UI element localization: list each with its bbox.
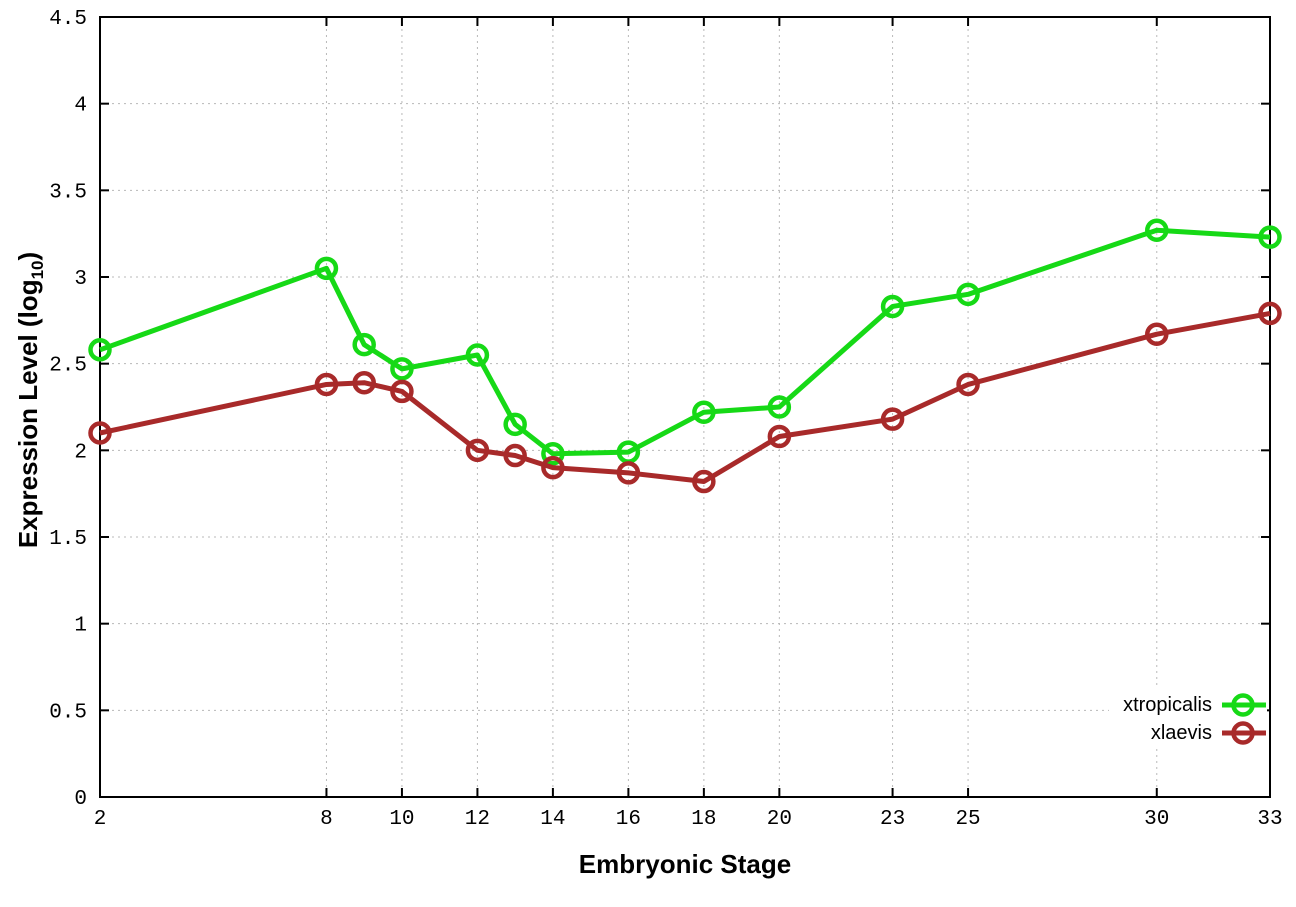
series-xlaevis-point (1258, 301, 1282, 326)
series-xlaevis-point (314, 372, 339, 397)
y-axis-title: Expression Level (log10) (13, 15, 48, 785)
y-tick-label: 2 (74, 441, 87, 464)
series-xlaevis-line (99, 310, 1271, 485)
x-tick-label: 25 (955, 808, 980, 831)
series-xtropicalis-point (352, 332, 376, 357)
series-xlaevis-point (503, 443, 527, 468)
x-tick-label: 16 (616, 808, 641, 831)
x-tick-label: 10 (389, 808, 414, 831)
x-tick-label: 2 (94, 808, 107, 831)
y-tick-label: 0 (74, 788, 87, 811)
series-xlaevis-point (880, 407, 905, 431)
legend-marker-xtropicalis-icon (1222, 693, 1266, 717)
series-xtropicalis-point (390, 357, 414, 381)
x-tick-label: 33 (1257, 808, 1282, 831)
series-xtropicalis-point (314, 256, 339, 281)
series-xlaevis-point (465, 438, 490, 463)
series-xtropicalis-point (767, 395, 792, 419)
x-tick-label: 23 (880, 808, 905, 831)
legend-item-xlaevis: xlaevis (1123, 719, 1267, 747)
series-xtropicalis-point (541, 442, 565, 466)
y-tick-label: 3 (74, 268, 87, 291)
y-tick-label: 3.5 (49, 181, 87, 204)
legend-label-xtropicalis: xtropicalis (1123, 694, 1212, 716)
plot-border (99, 16, 1271, 798)
x-tick-label: 30 (1144, 808, 1169, 831)
series-xlaevis-point (541, 455, 565, 480)
y-axis-title-suffix: ) (13, 251, 43, 261)
legend: xtropicalis xlaevis (1109, 689, 1267, 749)
y-tick-label: 4 (74, 95, 87, 118)
legend-item-xtropicalis: xtropicalis (1123, 691, 1267, 719)
series-xtropicalis-point (880, 294, 905, 319)
series-xlaevis-point (616, 461, 641, 485)
series-xlaevis-point (390, 379, 414, 404)
series-xlaevis-point (88, 421, 112, 445)
x-tick-label: 20 (767, 808, 792, 831)
series-xtropicalis-point (692, 400, 716, 424)
series-xtropicalis-point (956, 282, 980, 307)
series-xtropicalis-point (88, 338, 112, 362)
y-tick-label: 2.5 (49, 355, 87, 378)
x-tick-label: 18 (691, 808, 716, 831)
series-xlaevis-point (1145, 322, 1169, 346)
series-xlaevis-point (692, 469, 716, 494)
x-tick-label: 12 (465, 808, 490, 831)
y-axis-title-subscript: 10 (28, 260, 48, 280)
series-xlaevis-point (956, 372, 980, 397)
series-xlaevis-point (767, 424, 792, 449)
series-xtropicalis-point (1258, 225, 1282, 249)
series-xtropicalis-line (99, 227, 1271, 457)
y-tick-label: 4.5 (49, 8, 87, 31)
y-tick-label: 1.5 (49, 528, 87, 551)
y-tick-label: 1 (74, 615, 87, 638)
y-axis-title-text: Expression Level (log (13, 279, 43, 549)
x-tick-label: 14 (540, 808, 565, 831)
y-tick-label: 0.5 (49, 701, 87, 724)
series-xtropicalis-point (465, 343, 490, 367)
x-axis-title: Embryonic Stage (578, 849, 792, 879)
x-tick-label: 8 (320, 808, 333, 831)
legend-marker-xlaevis-icon (1222, 721, 1266, 745)
series-xtropicalis-point (503, 412, 527, 437)
series-xlaevis-point (352, 370, 376, 395)
legend-label-xlaevis: xlaevis (1150, 722, 1212, 744)
series-xtropicalis-point (1145, 218, 1169, 242)
